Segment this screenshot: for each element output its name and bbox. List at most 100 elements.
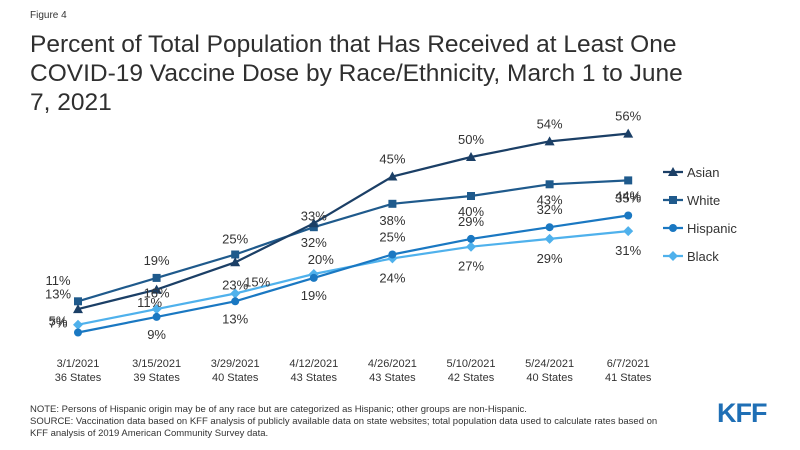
data-point-white xyxy=(467,192,475,200)
data-label-black: 15% xyxy=(244,275,270,290)
data-point-asian xyxy=(151,284,162,294)
data-label-white: 32% xyxy=(301,235,327,250)
data-label-white: 40% xyxy=(458,204,484,219)
data-label-black: 11% xyxy=(137,295,162,310)
data-label-asian: 54% xyxy=(537,116,563,131)
data-point-black xyxy=(230,288,241,299)
source-text-2: KFF analysis of 2019 American Community … xyxy=(30,428,269,439)
series-line-hispanic xyxy=(77,214,629,334)
x-tick-label: 5/10/2021 xyxy=(447,358,496,370)
x-tick-sublabel: 42 States xyxy=(448,372,495,384)
data-point-black xyxy=(73,319,83,330)
data-point-white xyxy=(74,297,82,306)
data-label-hispanic: 19% xyxy=(301,288,327,303)
note-text: NOTE: Persons of Hispanic origin may be … xyxy=(30,404,527,415)
data-point-hispanic xyxy=(624,211,633,220)
x-tick-sublabel: 40 States xyxy=(212,372,259,384)
data-point-hispanic xyxy=(231,297,240,306)
title-line-3: 7, 2021 xyxy=(30,89,112,116)
data-label-white: 13% xyxy=(45,286,71,301)
data-point-white xyxy=(152,273,161,282)
data-point-white xyxy=(231,250,240,259)
footnotes: NOTE: Persons of Hispanic origin may be … xyxy=(30,404,710,440)
legend-marker-asian xyxy=(668,167,678,176)
data-label-hispanic: 5% xyxy=(49,314,68,329)
x-tick-label: 6/7/2021 xyxy=(607,358,650,370)
x-tick-sublabel: 40 States xyxy=(526,372,573,384)
data-label-hispanic: 32% xyxy=(537,202,563,217)
data-point-white xyxy=(545,180,554,189)
x-tick-label: 4/26/2021 xyxy=(368,358,417,370)
x-tick-label: 3/29/2021 xyxy=(211,358,260,370)
legend-marker-white xyxy=(669,196,677,204)
legend-label-asian: Asian xyxy=(687,165,720,180)
data-point-hispanic xyxy=(309,273,318,282)
data-label-white: 38% xyxy=(379,213,405,228)
data-point-black xyxy=(544,233,555,244)
data-labels: 11%16%23%33%45%50%54%56%13%19%25% 32%38%4… xyxy=(45,109,642,342)
data-label-hispanic: 35% xyxy=(615,191,641,206)
data-point-asian xyxy=(73,304,83,314)
title-line-2: COVID-19 Vaccine Dose by Race/Ethnicity,… xyxy=(30,60,683,87)
kff-logo: KFF xyxy=(717,398,767,428)
legend-marker-black xyxy=(668,251,678,261)
data-label-asian: 16% xyxy=(144,286,170,301)
data-label-asian: 50% xyxy=(458,132,484,147)
x-tick-sublabel: 36 States xyxy=(55,372,102,384)
x-tick-sublabel: 43 States xyxy=(369,372,416,384)
data-label-black: 7% xyxy=(49,316,68,331)
data-label-black: 20% xyxy=(308,252,334,267)
data-point-hispanic xyxy=(74,328,82,337)
title-line-1: Percent of Total Population that Has Rec… xyxy=(30,31,677,58)
series-line-asian xyxy=(77,132,629,311)
legend-label-white: White xyxy=(687,193,720,208)
x-tick-label: 4/12/2021 xyxy=(289,358,338,370)
legend-marker-hispanic xyxy=(669,224,677,232)
x-tick-label: 3/1/2021 xyxy=(57,358,100,370)
data-point-asian xyxy=(387,171,398,181)
data-label-asian: 11% xyxy=(45,273,70,288)
data-point-hispanic xyxy=(467,234,475,243)
data-label-black: 29% xyxy=(537,251,563,266)
x-tick-label: 5/24/2021 xyxy=(525,358,574,370)
legend-label-black: Black xyxy=(687,249,719,264)
figure-label: Figure 4 xyxy=(30,10,67,21)
data-label-hispanic: 25% xyxy=(379,230,405,245)
data-point-hispanic xyxy=(152,312,161,321)
source-text-1: SOURCE: Vaccination data based on KFF an… xyxy=(30,416,658,427)
series-line-white xyxy=(77,179,629,303)
data-point-hispanic xyxy=(545,223,554,232)
data-point-white xyxy=(388,199,397,208)
x-tick-sublabel: 41 States xyxy=(605,372,652,384)
data-point-black xyxy=(466,241,476,252)
data-point-asian xyxy=(466,152,476,161)
data-label-black: 24% xyxy=(379,270,405,285)
data-label-black: 27% xyxy=(458,259,484,274)
series-lines xyxy=(73,128,634,337)
legend-label-hispanic: Hispanic xyxy=(687,221,737,236)
data-point-white xyxy=(624,176,633,185)
data-point-asian xyxy=(623,128,634,138)
chart-title: Percent of Total Population that Has Rec… xyxy=(30,30,770,117)
legend: Asian White Hispanic Black xyxy=(663,165,737,264)
x-tick-sublabel: 43 States xyxy=(291,372,338,384)
data-point-asian xyxy=(544,136,555,146)
data-label-hispanic: 29% xyxy=(458,214,484,229)
data-point-hispanic xyxy=(388,250,397,259)
data-label-asian: 33% xyxy=(301,208,327,223)
data-label-white: 25% xyxy=(222,232,248,247)
x-tick-label: 3/15/2021 xyxy=(132,358,181,370)
data-point-black xyxy=(151,304,162,315)
data-label-hispanic: 13% xyxy=(222,311,248,326)
data-label-asian: 56% xyxy=(615,109,641,124)
data-point-black xyxy=(623,226,634,237)
data-label-white: 19% xyxy=(144,253,170,268)
data-label-asian: 45% xyxy=(379,152,405,167)
data-point-asian xyxy=(308,218,319,228)
data-label-black: 31% xyxy=(615,243,641,258)
data-point-asian xyxy=(230,257,241,267)
data-label-white: 43% xyxy=(537,192,563,207)
data-label-white: 44% xyxy=(615,188,641,203)
data-label-hispanic: 9% xyxy=(147,327,166,342)
